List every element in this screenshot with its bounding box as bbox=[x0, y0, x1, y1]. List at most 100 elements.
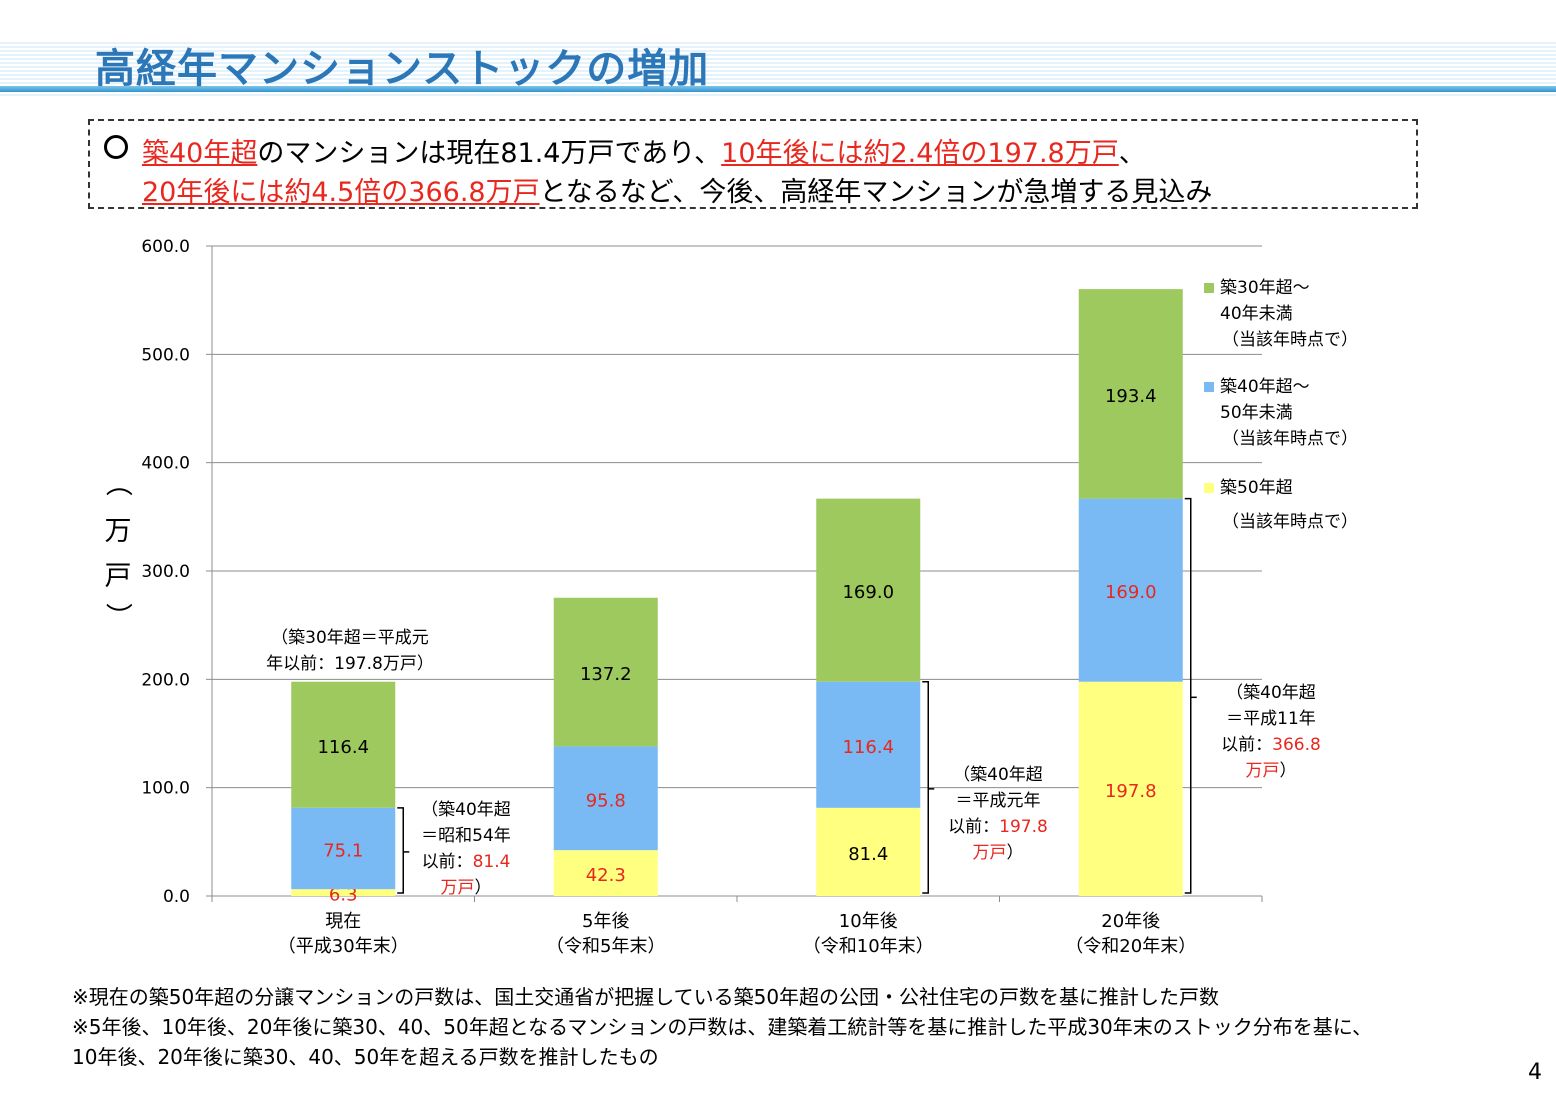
bar-segment bbox=[1078, 681, 1183, 896]
annotation-40yr-10years-part: 以前： bbox=[948, 817, 999, 837]
legend-label: 築40年超～ bbox=[1220, 377, 1310, 397]
data-label: 169.0 bbox=[1105, 582, 1157, 603]
annotation-30yr-current: （築30年超＝平成元 bbox=[271, 628, 429, 648]
legend-label: 築30年超～ bbox=[1220, 278, 1310, 298]
data-label: 137.2 bbox=[580, 664, 632, 685]
annotation-40yr-20years: 以前：366.8 bbox=[1221, 735, 1321, 755]
title-underline bbox=[0, 86, 1556, 92]
bar-segment bbox=[1078, 289, 1183, 499]
summary-line-1-segment: 築40年超 bbox=[142, 138, 258, 169]
annotation-40yr-10years: （築40年超 bbox=[953, 765, 1043, 785]
bracket-40yr-20years bbox=[1184, 497, 1192, 894]
x-category-sublabel: （令和5年末） bbox=[546, 936, 665, 957]
annotation-30yr-current-part: 年以前： bbox=[266, 654, 334, 674]
footnote-2: ※5年後、10年後、20年後に築30、40、50年超となるマンションの戸数は、建… bbox=[72, 1015, 1373, 1039]
bracket-40yr-10years bbox=[922, 680, 929, 894]
bar-segment bbox=[553, 850, 658, 896]
x-category-label: 10年後 bbox=[839, 911, 898, 932]
data-label: 42.3 bbox=[586, 865, 626, 886]
summary-line-2: 20年後には約4.5倍の366.8万戸となるなど、今後、高経年マンションが急増す… bbox=[142, 170, 1212, 209]
footnote-1: ※現在の築50年超の分譲マンションの戸数は、国土交通省が把握している築50年超の… bbox=[72, 985, 1220, 1009]
bar-segment bbox=[816, 807, 921, 896]
legend-label: 40年未満 bbox=[1220, 304, 1293, 324]
y-tick-label: 200.0 bbox=[141, 670, 190, 690]
legend-label: （当該年時点で） bbox=[1222, 429, 1358, 449]
y-axis-label-char: 万 bbox=[105, 516, 132, 547]
annotation-40yr-20years-part: （築40年超 bbox=[1226, 683, 1316, 703]
page-title: 高経年マンションストックの増加 bbox=[95, 46, 710, 92]
legend-swatch bbox=[1204, 283, 1214, 293]
annotation-40yr-20years: 万戸） bbox=[1246, 761, 1297, 781]
annotation-40yr-20years-part: ＝平成11年 bbox=[1226, 709, 1316, 729]
annotation-40yr-current: （築40年超 bbox=[421, 800, 511, 820]
data-label: 193.4 bbox=[1105, 386, 1157, 407]
x-category-sublabel: （平成30年末） bbox=[278, 936, 409, 957]
summary-line-1-segment: のマンションは現在81.4万戸であり、 bbox=[257, 138, 722, 169]
legend-label: （当該年時点で） bbox=[1222, 330, 1358, 350]
summary-line-2-segment: となるなど、今後、高経年マンションが急増する見込み bbox=[539, 177, 1213, 208]
summary-line-1-segment: 10年後には約2.4倍の197.8万戸 bbox=[721, 138, 1119, 169]
annotation-40yr-20years-part: 366.8 bbox=[1272, 735, 1321, 755]
annotation-40yr-current: 以前：81.4 bbox=[422, 852, 511, 872]
annotation-40yr-current: ＝昭和54年 bbox=[421, 826, 511, 846]
data-label: 6.3 bbox=[329, 885, 358, 906]
circle-icon bbox=[104, 135, 128, 159]
annotation-40yr-10years-part: ＝平成元年 bbox=[956, 791, 1041, 811]
x-category-label: 現在 bbox=[325, 911, 361, 932]
x-category-sublabel: （令和20年末） bbox=[1065, 936, 1196, 957]
annotation-30yr-current: 年以前：197.8万戸） bbox=[266, 654, 434, 674]
bar-segment bbox=[553, 746, 658, 851]
annotation-40yr-10years-part: （築40年超 bbox=[953, 765, 1043, 785]
bar-segment bbox=[291, 681, 396, 808]
annotation-30yr-current-part: 197.8万戸） bbox=[334, 654, 434, 674]
legend-label: 築50年超 bbox=[1220, 478, 1293, 498]
annotation-40yr-current: 万戸） bbox=[441, 878, 492, 898]
y-axis-label-char: （ bbox=[102, 470, 133, 497]
annotation-40yr-10years-part: 197.8 bbox=[999, 817, 1048, 837]
y-tick-label: 500.0 bbox=[141, 345, 190, 365]
x-category-label: 20年後 bbox=[1101, 911, 1160, 932]
bar-segment bbox=[291, 889, 396, 896]
legend-label: （当該年時点で） bbox=[1222, 512, 1358, 532]
data-label: 169.0 bbox=[842, 582, 894, 603]
summary-line-1-segment: 、 bbox=[1118, 138, 1146, 169]
summary-line-2-segment: 20年後には約4.5倍の366.8万戸 bbox=[142, 177, 540, 208]
data-label: 81.4 bbox=[848, 844, 888, 865]
annotation-40yr-20years-part: 以前： bbox=[1221, 735, 1272, 755]
summary-line-1: 築40年超のマンションは現在81.4万戸であり、10年後には約2.4倍の197.… bbox=[142, 131, 1146, 170]
data-label: 197.8 bbox=[1105, 781, 1157, 802]
x-category-label: 5年後 bbox=[582, 911, 629, 932]
annotation-40yr-20years-part: ） bbox=[1280, 761, 1297, 781]
legend-label: 50年未満 bbox=[1220, 403, 1293, 423]
annotation-40yr-20years: （築40年超 bbox=[1226, 683, 1316, 703]
y-tick-label: 100.0 bbox=[141, 779, 190, 799]
annotation-40yr-current-part: 81.4 bbox=[473, 852, 511, 872]
annotation-40yr-10years-part: ） bbox=[1007, 843, 1024, 863]
y-axis-label-char: 戸 bbox=[105, 561, 132, 592]
data-label: 116.4 bbox=[842, 737, 894, 758]
x-category-sublabel: （令和10年末） bbox=[803, 936, 934, 957]
y-axis-label-char: ） bbox=[102, 603, 133, 630]
y-tick-label: 300.0 bbox=[141, 562, 190, 582]
annotation-40yr-current-part: 万戸 bbox=[441, 878, 475, 898]
summary-box bbox=[88, 119, 1418, 209]
annotation-40yr-current-part: ） bbox=[475, 878, 492, 898]
y-tick-label: 400.0 bbox=[141, 454, 190, 474]
y-tick-label: 0.0 bbox=[163, 887, 190, 907]
data-label: 75.1 bbox=[323, 840, 363, 861]
annotation-40yr-20years: ＝平成11年 bbox=[1226, 709, 1316, 729]
annotation-40yr-current-part: 以前： bbox=[422, 852, 473, 872]
bar-segment bbox=[1078, 498, 1183, 682]
footnote-3: 10年後、20年後に築30、40、50年を超える戸数を推計したもの bbox=[72, 1045, 659, 1069]
annotation-30yr-current-part: （築30年超＝平成元 bbox=[271, 628, 429, 648]
annotation-40yr-10years: 以前：197.8 bbox=[948, 817, 1048, 837]
y-tick-label: 600.0 bbox=[141, 237, 190, 257]
annotation-40yr-10years: ＝平成元年 bbox=[956, 791, 1041, 811]
data-label: 116.4 bbox=[317, 737, 369, 758]
bracket-40yr-current bbox=[397, 807, 404, 894]
bar-segment bbox=[291, 807, 396, 890]
bar-segment bbox=[816, 681, 921, 808]
annotation-40yr-10years: 万戸） bbox=[973, 843, 1024, 863]
legend-swatch bbox=[1204, 483, 1214, 493]
